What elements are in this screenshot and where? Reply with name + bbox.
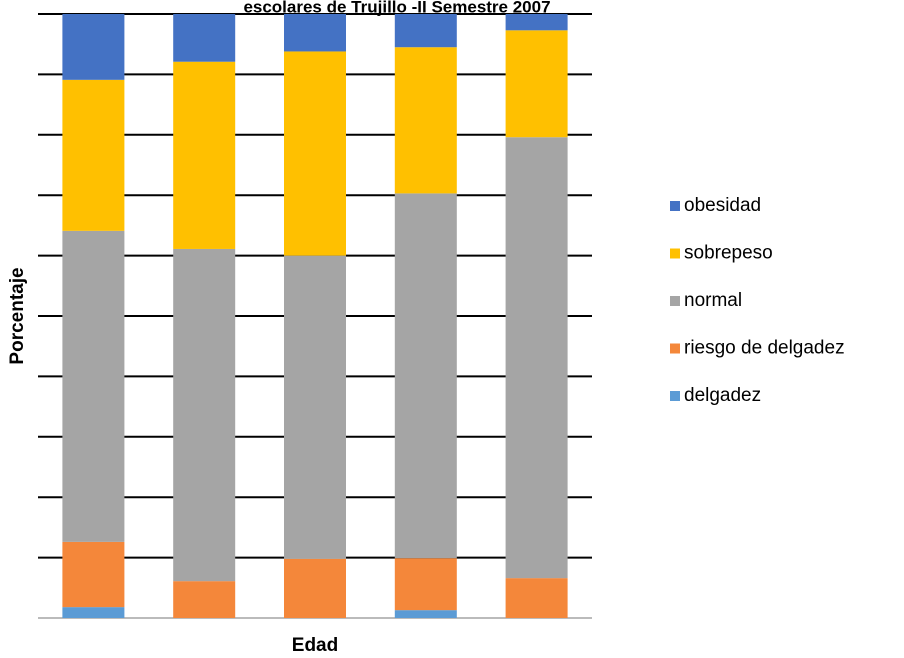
legend-label: sobrepeso [684, 243, 773, 264]
legend-label: riesgo de delgadez [684, 338, 845, 359]
legend-swatch [670, 248, 680, 259]
bar-segment [505, 137, 568, 579]
chart-title: escolares de Trujillo -II Semestre 2007 [243, 0, 550, 16]
legend-swatch [670, 296, 680, 306]
legend-label: normal [684, 290, 742, 311]
bar-segment [394, 14, 457, 48]
bar-segment [173, 248, 236, 582]
bar-segment [505, 30, 568, 138]
bar-segment [284, 558, 346, 618]
bar-segment [394, 193, 457, 559]
legend-label: obesidad [684, 195, 761, 216]
bar-segment [62, 230, 125, 542]
legend-swatch [670, 391, 680, 401]
legend-label: delgadez [684, 385, 761, 406]
bar-segment [173, 581, 236, 618]
legend-swatch [670, 201, 680, 211]
bar-segment [284, 14, 346, 52]
bar-segment [62, 79, 125, 231]
bar-segment [505, 578, 568, 618]
bar-segment [505, 14, 568, 31]
bar-segment [173, 14, 236, 62]
legend-swatch [670, 343, 680, 354]
x-axis-label: Edad [292, 635, 338, 656]
bar-segment [394, 558, 457, 611]
bar-segment [62, 541, 125, 608]
bar-segment [173, 61, 236, 249]
y-axis-label: Porcentaje [7, 267, 28, 364]
bar-segment [62, 607, 125, 618]
bar-segment [284, 51, 346, 256]
bar-segment [394, 47, 457, 194]
bar-segment [62, 14, 125, 80]
bar-segment [284, 255, 346, 559]
bar-segment [394, 610, 457, 618]
